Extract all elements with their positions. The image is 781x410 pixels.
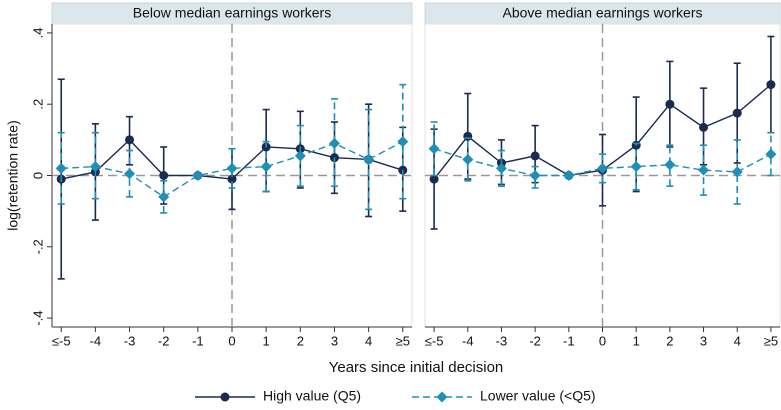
error-bar bbox=[767, 131, 775, 177]
legend-label: Lower value (<Q5) bbox=[480, 388, 596, 404]
error-bar bbox=[296, 124, 304, 187]
marker bbox=[429, 174, 439, 184]
x-tick-label: -3 bbox=[496, 333, 508, 348]
marker bbox=[294, 150, 306, 162]
marker bbox=[428, 143, 440, 155]
marker bbox=[89, 161, 101, 173]
error-bar bbox=[91, 131, 99, 200]
marker bbox=[765, 148, 777, 160]
panel-title: Below median earnings workers bbox=[133, 5, 331, 21]
x-tick-label: 0 bbox=[599, 333, 606, 348]
marker bbox=[124, 168, 136, 180]
marker bbox=[731, 166, 743, 178]
marker bbox=[227, 174, 237, 184]
x-tick-label: -2 bbox=[158, 333, 170, 348]
x-tick-label: 2 bbox=[297, 333, 304, 348]
marker bbox=[125, 135, 135, 145]
marker bbox=[462, 153, 474, 165]
series-line bbox=[433, 148, 772, 177]
legend-label: High value (Q5) bbox=[263, 388, 361, 404]
x-tick-label: ≤-5 bbox=[52, 333, 71, 348]
x-tick-label: -3 bbox=[124, 333, 136, 348]
marker bbox=[732, 108, 742, 118]
y-tick-label: -.2 bbox=[30, 239, 45, 254]
x-tick-label: -4 bbox=[462, 333, 474, 348]
marker bbox=[530, 151, 540, 161]
x-tick-label: 0 bbox=[228, 333, 235, 348]
x-tick-label: -2 bbox=[529, 333, 541, 348]
marker bbox=[226, 162, 238, 174]
y-tick-label: -.4 bbox=[30, 311, 45, 326]
marker bbox=[597, 162, 608, 174]
marker bbox=[529, 170, 541, 181]
x-tick-label: -4 bbox=[90, 333, 102, 348]
x-tick-label: 3 bbox=[700, 333, 707, 348]
error-bar bbox=[464, 137, 472, 182]
marker bbox=[698, 164, 710, 176]
x-tick-label: ≥5 bbox=[396, 333, 410, 348]
x-tick-label: ≥5 bbox=[764, 333, 778, 348]
x-tick-label: 4 bbox=[365, 333, 372, 348]
series-line bbox=[61, 141, 404, 198]
y-axis-label: log(retention rate) bbox=[5, 120, 21, 231]
y-tick-label: .4 bbox=[30, 27, 45, 38]
y-tick-label: 0 bbox=[30, 172, 45, 179]
marker bbox=[495, 162, 507, 174]
panel-title: Above median earnings workers bbox=[503, 5, 703, 21]
marker bbox=[328, 137, 340, 149]
marker bbox=[192, 170, 204, 181]
x-tick-label: -1 bbox=[563, 333, 575, 348]
marker bbox=[766, 80, 776, 90]
x-tick-label: 2 bbox=[666, 333, 673, 348]
error-bar bbox=[733, 139, 741, 205]
x-tick-label: 1 bbox=[633, 333, 640, 348]
marker bbox=[260, 161, 272, 173]
marker bbox=[397, 136, 409, 148]
marker bbox=[159, 171, 169, 180]
marker bbox=[664, 159, 676, 171]
marker bbox=[158, 191, 170, 203]
marker bbox=[665, 99, 675, 109]
x-axis-label: Years since initial decision bbox=[329, 359, 504, 376]
x-tick-label: ≤-5 bbox=[425, 333, 444, 348]
marker bbox=[563, 170, 575, 181]
error-bar bbox=[330, 98, 338, 187]
legend-marker bbox=[436, 391, 448, 403]
x-tick-label: -1 bbox=[192, 333, 204, 348]
marker bbox=[699, 122, 709, 132]
x-tick-label: 3 bbox=[331, 333, 338, 348]
marker bbox=[463, 131, 473, 141]
error-bar bbox=[228, 147, 236, 189]
marker bbox=[55, 162, 67, 174]
x-tick-label: 1 bbox=[263, 333, 270, 348]
marker bbox=[630, 161, 642, 173]
error-bar bbox=[666, 144, 674, 187]
legend-marker bbox=[220, 392, 230, 402]
y-tick-label: .2 bbox=[30, 99, 45, 110]
x-tick-label: 4 bbox=[734, 333, 741, 348]
marker bbox=[363, 153, 375, 165]
